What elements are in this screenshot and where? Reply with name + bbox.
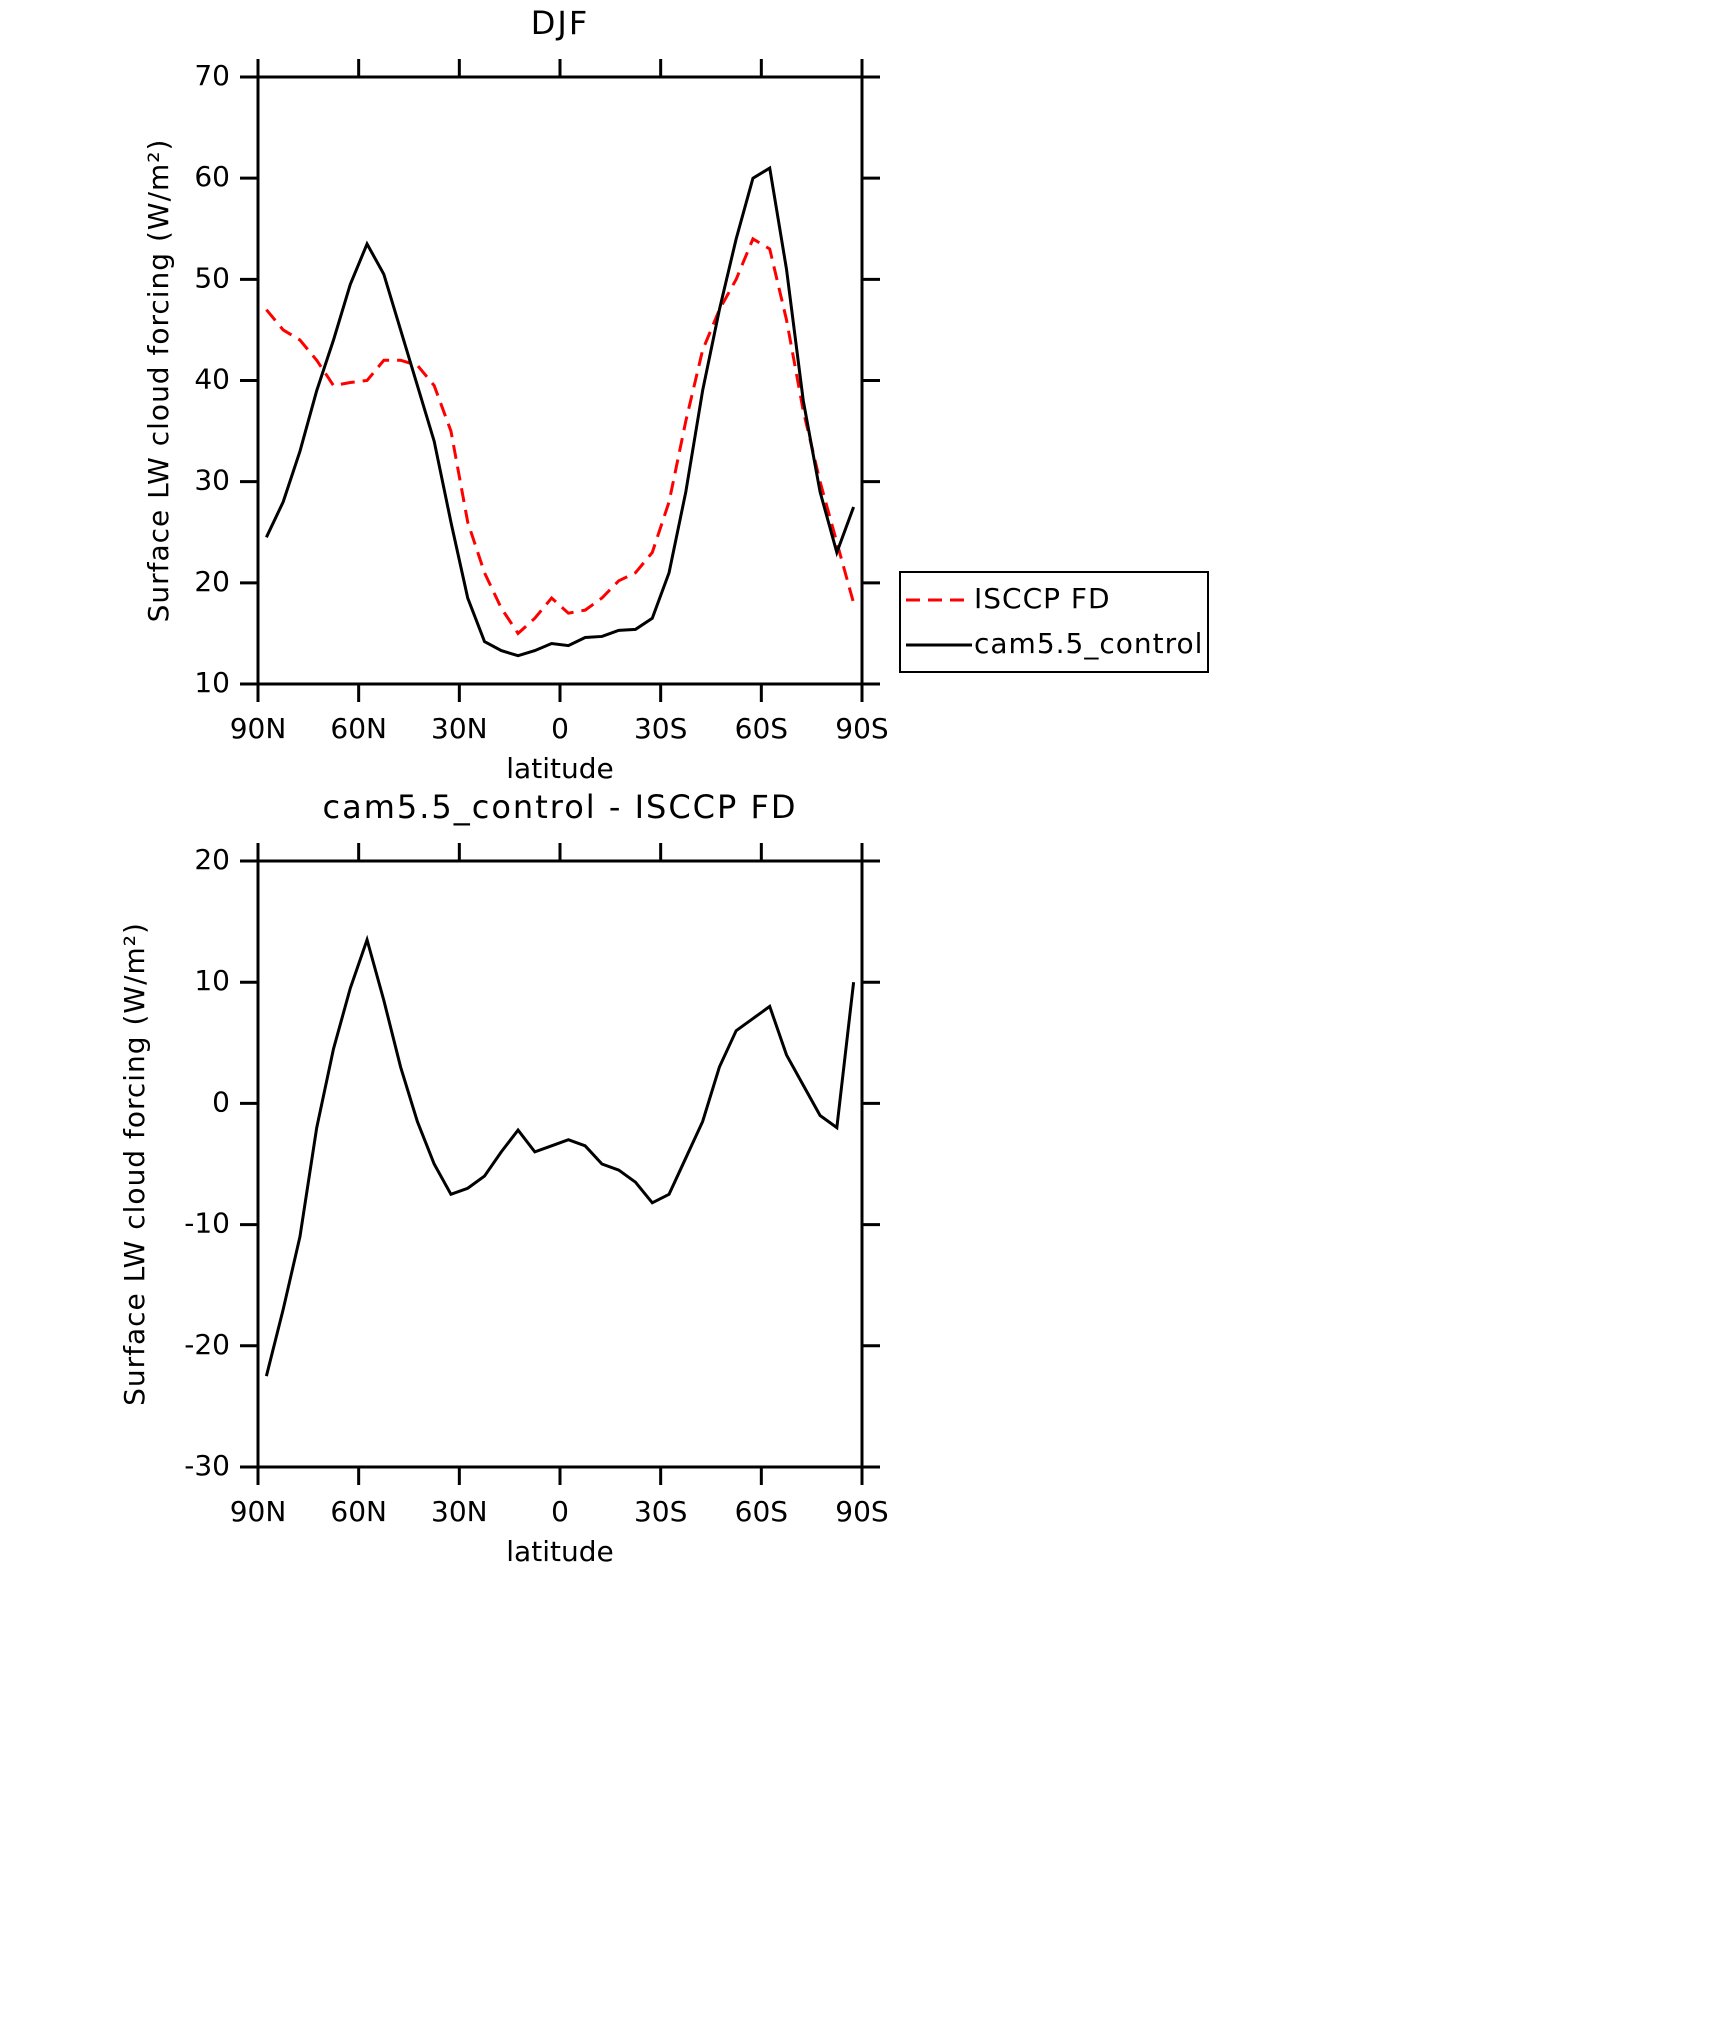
y-axis-label: Surface LW cloud forcing (W/m²) (118, 922, 151, 1406)
x-tick-label: 90N (230, 1495, 287, 1528)
y-tick-label: 10 (194, 666, 230, 699)
y-tick-label: -10 (184, 1207, 230, 1240)
x-axis-label: latitude (506, 1535, 613, 1568)
x-tick-label: 60S (735, 1495, 788, 1528)
plot-frame (256, 75, 864, 686)
x-tick-label: 60N (330, 1495, 387, 1528)
x-tick-label: 90N (230, 712, 287, 745)
legend-box (899, 571, 1209, 673)
x-tick-label: 30N (431, 712, 488, 745)
y-tick-label: 70 (194, 59, 230, 92)
y-tick-label: 60 (194, 160, 230, 193)
y-tick-label: -20 (184, 1328, 230, 1361)
chart-title: cam5.5_control - ISCCP FD (322, 788, 797, 826)
y-tick-label: -30 (184, 1449, 230, 1482)
y-tick-label: 20 (194, 565, 230, 598)
y-tick-label: 50 (194, 261, 230, 294)
x-tick-label: 0 (551, 1495, 569, 1528)
x-tick-label: 60S (735, 712, 788, 745)
x-tick-label: 30S (634, 1495, 687, 1528)
y-tick-label: 10 (194, 964, 230, 997)
plot-frame (256, 859, 864, 1469)
chart-title: DJF (531, 4, 589, 42)
legend-label: ISCCP FD (974, 582, 1111, 615)
x-tick-label: 90S (835, 712, 888, 745)
y-tick-label: 0 (212, 1085, 230, 1118)
data-line (265, 236, 856, 636)
x-axis-label: latitude (506, 752, 613, 785)
y-tick-label: 30 (194, 464, 230, 497)
y-axis-label: Surface LW cloud forcing (W/m²) (142, 139, 175, 623)
y-tick-label: 20 (194, 843, 230, 876)
x-tick-label: 0 (551, 712, 569, 745)
data-line (264, 934, 856, 1377)
x-tick-label: 30N (431, 1495, 488, 1528)
data-line (265, 165, 856, 658)
x-tick-label: 90S (835, 1495, 888, 1528)
y-tick-label: 40 (194, 363, 230, 396)
x-tick-label: 60N (330, 712, 387, 745)
x-tick-label: 30S (634, 712, 687, 745)
legend-label: cam5.5_control (974, 627, 1203, 660)
